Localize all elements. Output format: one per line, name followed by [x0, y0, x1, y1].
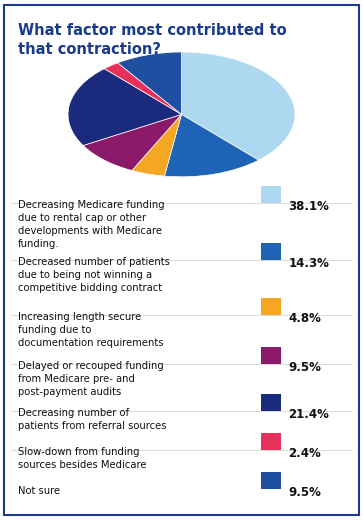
Text: Decreasing number of
patients from referral sources: Decreasing number of patients from refer… [18, 408, 167, 431]
Wedge shape [83, 114, 182, 171]
Text: 9.5%: 9.5% [289, 361, 322, 374]
Wedge shape [182, 52, 295, 160]
Wedge shape [164, 114, 259, 177]
Text: 9.5%: 9.5% [289, 486, 322, 499]
Text: 21.4%: 21.4% [289, 408, 330, 421]
Text: Delayed or recouped funding
from Medicare pre- and
post-payment audits: Delayed or recouped funding from Medicar… [18, 361, 164, 397]
Wedge shape [132, 114, 182, 176]
Text: Not sure: Not sure [18, 486, 60, 496]
Text: What factor most contributed to
that contraction?: What factor most contributed to that con… [18, 23, 287, 57]
Text: Decreasing Medicare funding
due to rental cap or other
developments with Medicar: Decreasing Medicare funding due to renta… [18, 200, 165, 249]
Text: Increasing length secure
funding due to
documentation requirements: Increasing length secure funding due to … [18, 312, 164, 347]
Text: 2.4%: 2.4% [289, 447, 321, 460]
Wedge shape [118, 52, 182, 114]
Text: 4.8%: 4.8% [289, 312, 322, 325]
Text: 38.1%: 38.1% [289, 200, 330, 213]
Wedge shape [104, 63, 182, 114]
Text: Slow-down from funding
sources besides Medicare: Slow-down from funding sources besides M… [18, 447, 147, 470]
Text: 14.3%: 14.3% [289, 257, 330, 270]
Text: Decreased number of patients
due to being not winning a
competitive bidding cont: Decreased number of patients due to bein… [18, 257, 170, 293]
Wedge shape [68, 69, 182, 146]
